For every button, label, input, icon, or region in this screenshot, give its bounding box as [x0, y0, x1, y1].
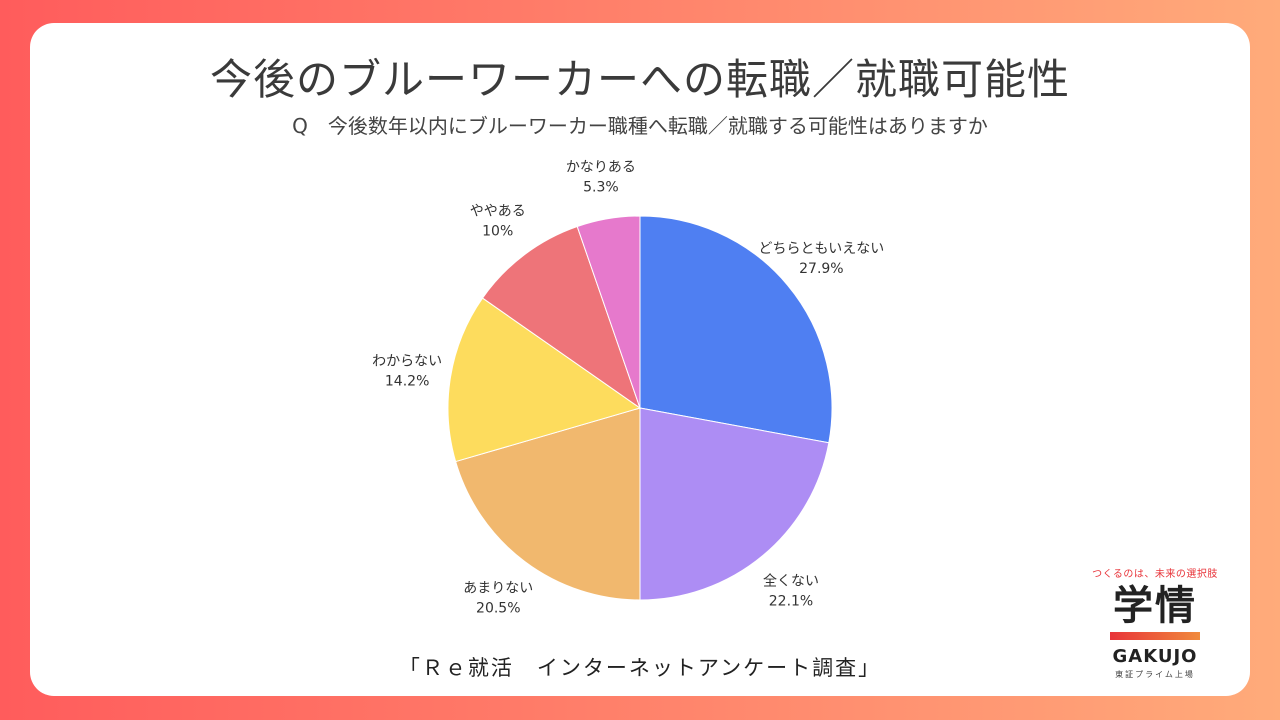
slice-value-label: 10%	[482, 224, 513, 240]
pie-slice	[639, 215, 833, 444]
page-title: 今後のブルーワーカーへの転職／就職可能性	[209, 55, 1070, 104]
logo-bar	[1110, 632, 1200, 640]
pie-slice	[447, 297, 642, 463]
slice-value-label: 22.1%	[769, 593, 813, 609]
pie-labels: どちらともいえない 27.9% 全くない 22.1% あまりない 20.5% わからない 14…	[372, 159, 884, 616]
slice-label: 全くない	[763, 572, 819, 589]
gakujo-logo: つくるのは、未来の選択肢 学情 GAKUJO 東証プライム上場	[1085, 565, 1225, 680]
slice-label: ややある	[470, 204, 526, 220]
slice-value-label: 27.9%	[799, 261, 843, 277]
survey-question: Q 今後数年以内にブルーワーカー職種へ転職／就職する可能性はありますか	[292, 114, 988, 138]
logo-tagline: つくるのは、未来の選択肢	[1092, 569, 1218, 580]
logo-name-en: GAKUJO	[1112, 646, 1198, 667]
survey-source: 「Ｒｅ就活 インターネットアンケート調査」	[398, 656, 882, 680]
slice-label: かなりある	[566, 159, 636, 175]
pie-slice	[481, 225, 641, 410]
slice-value-label: 5.3%	[583, 179, 619, 195]
logo-name: 学情	[1113, 583, 1197, 629]
slice-label: わからない	[372, 354, 442, 370]
pie-slices	[447, 215, 833, 601]
slice-label: あまりない	[463, 581, 533, 597]
logo-subtext: 東証プライム上場	[1115, 670, 1195, 679]
pie-slice	[639, 407, 830, 601]
slice-value-label: 14.2%	[385, 374, 429, 390]
pie-slice	[455, 407, 641, 601]
slice-label: どちらともいえない	[759, 241, 885, 257]
pie-slice	[576, 215, 641, 409]
slice-value-label: 20.5%	[476, 601, 520, 617]
